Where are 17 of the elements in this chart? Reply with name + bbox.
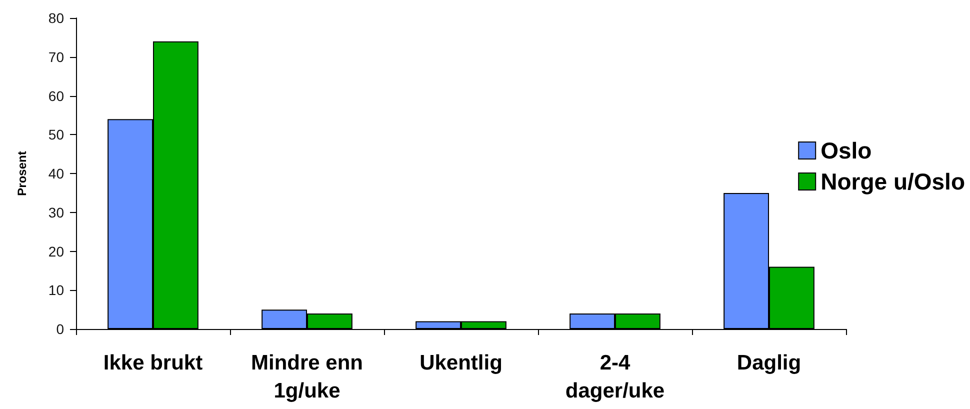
y-tick-label: 70 — [48, 48, 64, 65]
y-tick-label: 60 — [48, 88, 64, 104]
x-tick-label: Mindre enn 1g/uke — [250, 352, 364, 402]
legend-label: Oslo — [820, 138, 872, 164]
x-tick-label: Daglig — [736, 352, 802, 374]
legend-label: Norge u/Oslo — [820, 168, 966, 194]
x-tick-label: Ukentlig — [420, 352, 502, 374]
y-tick-label: 10 — [48, 282, 64, 298]
x-tick-label: Ikke brukt — [103, 352, 203, 374]
y-tick-label: 0 — [56, 321, 64, 337]
y-tick-label: 40 — [48, 166, 64, 182]
y-tick-label: 80 — [48, 10, 64, 26]
y-tick-label: 30 — [48, 204, 64, 220]
y-tick-label: 50 — [48, 126, 64, 143]
y-axis-title: Prosent — [15, 151, 29, 196]
x-tick-label: 2-4 dager/uke — [565, 352, 665, 402]
y-tick-label: 20 — [48, 243, 64, 260]
